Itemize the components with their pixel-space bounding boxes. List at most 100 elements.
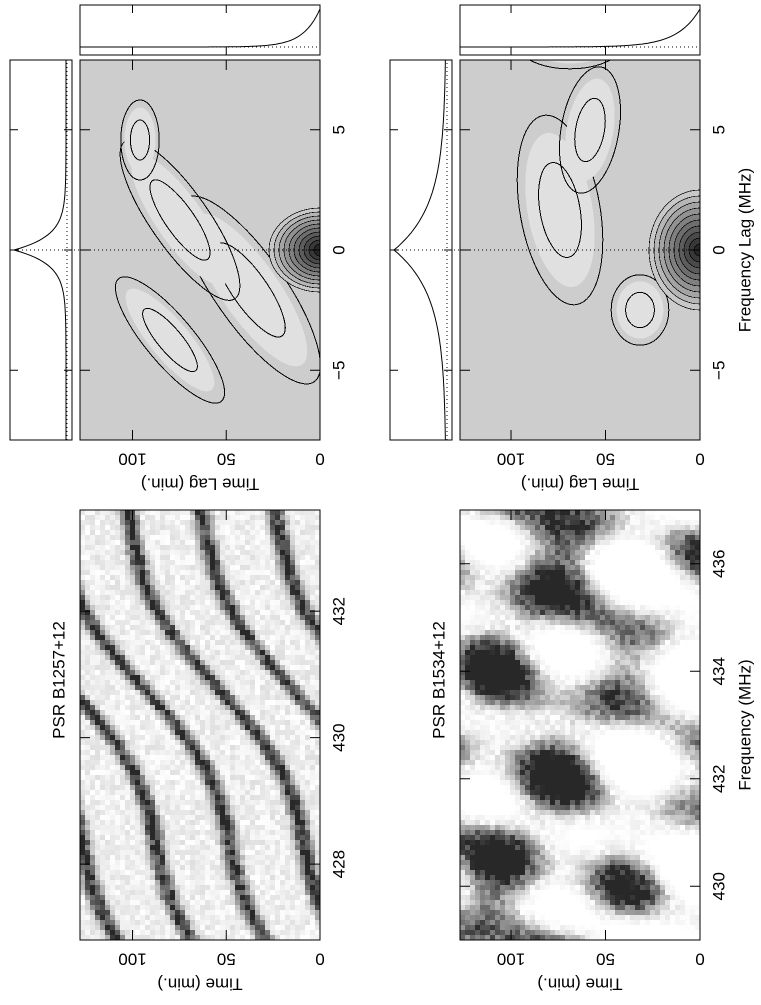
pixel <box>90 515 95 520</box>
pixel <box>180 785 185 790</box>
pixel <box>120 820 125 825</box>
pixel <box>270 550 275 555</box>
pixel <box>310 590 315 595</box>
pixel <box>110 825 115 830</box>
pixel <box>225 675 230 680</box>
pixel <box>495 885 500 890</box>
pixel <box>175 880 180 885</box>
pixel <box>205 790 210 795</box>
pixel <box>245 625 250 630</box>
pixel <box>285 830 290 835</box>
pixel <box>195 670 200 675</box>
pixel <box>285 840 290 845</box>
pixel <box>300 520 305 525</box>
pixel <box>270 575 275 580</box>
pixel <box>260 880 265 885</box>
pixel <box>305 850 310 855</box>
pixel <box>210 615 215 620</box>
pixel <box>180 900 185 905</box>
pixel <box>190 600 195 605</box>
pixel <box>285 690 290 695</box>
pixel <box>255 850 260 855</box>
pixel <box>175 585 180 590</box>
pixel <box>120 880 125 885</box>
pixel <box>245 910 250 915</box>
pixel <box>115 655 120 660</box>
pixel <box>220 830 225 835</box>
pixel <box>140 840 145 845</box>
pixel <box>185 910 190 915</box>
pixel <box>90 910 95 915</box>
pixel <box>570 935 575 940</box>
pixel <box>240 560 245 565</box>
pixel <box>80 685 85 690</box>
pixel <box>310 720 315 725</box>
pixel <box>570 890 575 895</box>
pixel <box>170 815 175 820</box>
pixel <box>100 635 105 640</box>
pixel <box>110 550 115 555</box>
pixel <box>635 900 640 905</box>
pixel <box>290 520 295 525</box>
pixel <box>135 725 140 730</box>
pixel <box>175 535 180 540</box>
pixel <box>505 890 510 895</box>
pixel <box>295 890 300 895</box>
pixel <box>220 665 225 670</box>
pixel <box>140 640 145 645</box>
pixel <box>120 575 125 580</box>
pixel <box>150 550 155 555</box>
pixel <box>530 850 535 855</box>
pixel <box>205 915 210 920</box>
pixel <box>475 890 480 895</box>
pixel <box>265 845 270 850</box>
pixel <box>200 555 205 560</box>
pixel <box>85 710 90 715</box>
pixel <box>225 745 230 750</box>
pixel <box>165 555 170 560</box>
pixel <box>130 580 135 585</box>
pixel <box>80 660 85 665</box>
pixel <box>460 860 465 865</box>
pixel <box>210 870 215 875</box>
pixel <box>550 855 555 860</box>
pixel <box>100 700 105 705</box>
pixel <box>135 740 140 745</box>
pixel <box>240 705 245 710</box>
pixel <box>495 890 500 895</box>
pixel <box>150 875 155 880</box>
pixel <box>100 570 105 575</box>
pixel <box>165 690 170 695</box>
pixel <box>670 875 675 880</box>
pixel <box>475 900 480 905</box>
pixel <box>155 545 160 550</box>
pixel <box>175 765 180 770</box>
pixel <box>560 895 565 900</box>
pixel <box>160 610 165 615</box>
pixel <box>695 865 700 870</box>
pixel <box>295 725 300 730</box>
pixel <box>305 645 310 650</box>
pixel <box>180 750 185 755</box>
pixel <box>175 550 180 555</box>
pixel <box>115 695 120 700</box>
pixel <box>225 800 230 805</box>
pixel <box>200 605 205 610</box>
pixel <box>135 840 140 845</box>
pixel <box>180 775 185 780</box>
pixel <box>175 725 180 730</box>
pixel <box>190 710 195 715</box>
pixel <box>540 865 545 870</box>
pixel <box>665 925 670 930</box>
pixel <box>100 665 105 670</box>
pixel <box>85 875 90 880</box>
pixel <box>205 515 210 520</box>
pixel <box>120 590 125 595</box>
pixel <box>595 865 600 870</box>
pixel <box>160 750 165 755</box>
pixel <box>245 595 250 600</box>
pixel <box>140 925 145 930</box>
pixel <box>170 630 175 635</box>
pixel <box>260 550 265 555</box>
pixel <box>115 610 120 615</box>
